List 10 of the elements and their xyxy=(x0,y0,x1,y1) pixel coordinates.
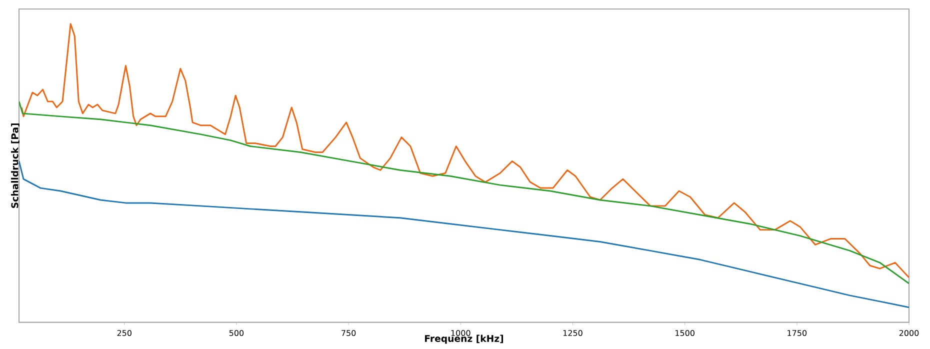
x-tick-label: 250 xyxy=(117,330,132,336)
x-tick-label: 1250 xyxy=(563,330,582,336)
x-tick-label: 1750 xyxy=(788,330,807,336)
x-axis-title: Frequenz [kHz] xyxy=(425,334,504,344)
y-axis-title: Schalldruck [Pa] xyxy=(11,123,20,208)
x-tick-label: 1500 xyxy=(676,330,694,336)
x-tick-label: 750 xyxy=(342,330,356,336)
x-tick-label: 500 xyxy=(229,330,244,336)
x-tick-label: 2000 xyxy=(899,330,919,336)
x-tick-label: 1000 xyxy=(451,330,470,336)
